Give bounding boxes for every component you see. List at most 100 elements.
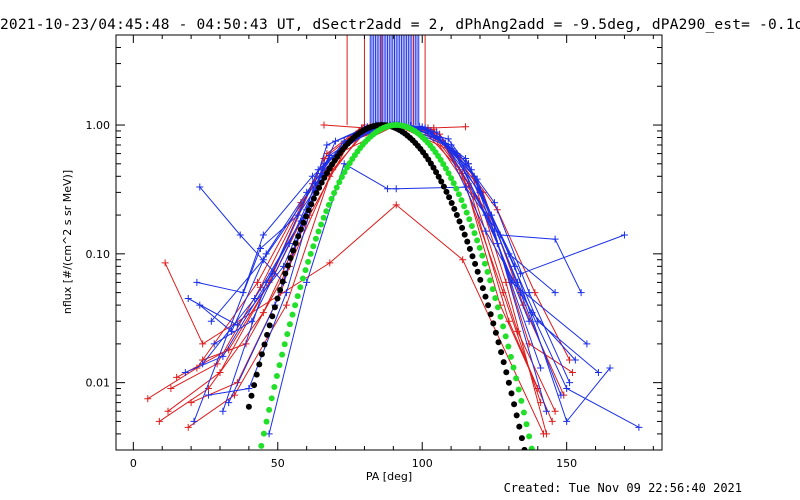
y-axis-label: nflux [#/(cm^2 s sr MeV)]	[61, 170, 74, 314]
fit-curve-point	[490, 320, 497, 327]
series-point	[514, 327, 522, 335]
fit-curve-point	[258, 442, 265, 449]
series-point	[254, 278, 262, 286]
series-point	[282, 301, 290, 309]
series-line	[147, 124, 571, 400]
fit-curve-point	[284, 262, 291, 269]
plot-frame	[115, 34, 663, 451]
fit-curve-point	[266, 322, 273, 329]
fit-curve-point	[479, 285, 486, 292]
fit-curve-point	[312, 235, 319, 242]
series-point	[326, 152, 334, 160]
fit-curve-point	[268, 395, 275, 402]
series-point	[525, 289, 533, 297]
fit-curve-point	[295, 233, 302, 240]
series-point	[482, 227, 490, 235]
fit-curve-point	[344, 164, 351, 171]
axes-layer: 0 50 100 150 0.01 0.10 1.00	[86, 34, 662, 470]
series-point	[323, 141, 331, 149]
fit-curve-point	[290, 247, 297, 254]
fit-curve-point	[526, 433, 533, 440]
series-point	[447, 141, 455, 149]
series-point	[187, 399, 195, 407]
fit-curve-point	[302, 267, 309, 274]
series-point	[583, 340, 591, 348]
series-point	[537, 364, 545, 372]
fit-curve-point	[435, 173, 442, 180]
fit-curve-point	[289, 311, 296, 318]
series-point	[514, 278, 522, 286]
series-point	[245, 385, 253, 393]
fit-curve-point	[325, 201, 332, 208]
fit-curve-point	[276, 362, 283, 369]
x-tick-label: 150	[556, 457, 577, 470]
fit-curve-point	[500, 323, 507, 330]
series-point	[563, 417, 571, 425]
fit-curve-point	[513, 412, 520, 419]
fit-curve-point	[502, 333, 509, 340]
series-point	[516, 270, 524, 278]
fit-curve-point	[453, 185, 460, 192]
fit-curve-point	[315, 228, 322, 235]
plot-data-layer	[144, 35, 643, 450]
fit-curve-point	[489, 286, 496, 293]
fit-curve-point	[508, 390, 515, 397]
x-axis-label: PA [deg]	[366, 470, 412, 483]
series-point	[340, 160, 348, 168]
series-point	[155, 417, 163, 425]
series-point	[577, 289, 585, 297]
fit-curve-point	[300, 219, 307, 226]
fit-curve-point	[492, 329, 499, 336]
series-line	[199, 124, 571, 383]
series-point	[464, 160, 472, 168]
series-point	[490, 199, 498, 207]
x-tick-label: 100	[412, 457, 433, 470]
series-point	[204, 391, 212, 399]
series-point	[392, 201, 400, 209]
x-tick-label: 0	[130, 457, 137, 470]
series-point	[459, 256, 467, 264]
series-point	[193, 278, 201, 286]
series-point	[635, 423, 643, 431]
fit-curve-point	[338, 174, 345, 181]
series-point	[557, 391, 565, 399]
series-point	[199, 340, 207, 348]
series-line	[222, 124, 547, 412]
fit-curve-point	[474, 268, 481, 275]
series-point	[540, 430, 548, 438]
chart-title: 2021-10-23/04:45:48 - 04:50:43 UT, dSect…	[0, 17, 800, 33]
fit-curve-point	[274, 295, 281, 302]
series-point	[563, 385, 571, 393]
series-point	[421, 124, 429, 132]
series-point	[551, 407, 559, 415]
fit-curve-point	[323, 208, 330, 215]
fit-curve-point	[464, 238, 471, 245]
fit-curve-point	[453, 212, 460, 219]
fit-curve-point	[271, 384, 278, 391]
fit-curve-point	[469, 253, 476, 260]
series-point	[320, 121, 328, 129]
series-point	[173, 373, 181, 381]
series-point	[294, 211, 302, 219]
fit-curve-point	[269, 313, 276, 320]
series-point	[433, 128, 441, 136]
fit-curve-point	[515, 386, 522, 393]
fit-curve-point	[521, 446, 528, 450]
fit-curve-point	[498, 349, 505, 356]
series-point	[210, 340, 218, 348]
fit-curve-point	[445, 170, 452, 177]
fit-curve-point	[284, 331, 291, 338]
fit-curve-point	[310, 195, 317, 202]
fit-curve-point	[251, 382, 258, 389]
series-point	[199, 360, 207, 368]
series-point	[190, 417, 198, 425]
series-point	[551, 235, 559, 243]
fit-curve-point	[271, 304, 278, 311]
fit-curve-point	[492, 295, 499, 302]
series-point	[181, 368, 189, 376]
fit-curve-point	[292, 302, 299, 309]
fit-curve-point	[331, 190, 338, 197]
series-point	[161, 259, 169, 267]
fit-curve-point	[430, 164, 437, 171]
